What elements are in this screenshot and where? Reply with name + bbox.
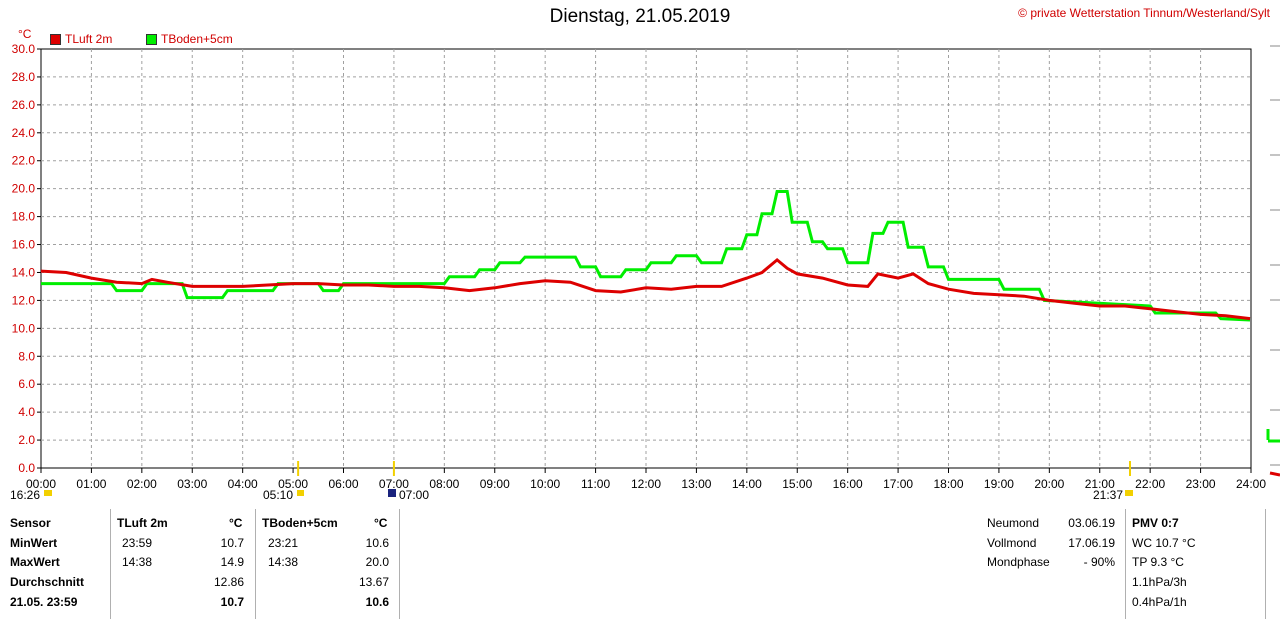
x-tick-label: 23:00 [1186,477,1216,491]
x-tick-label: 08:00 [429,477,459,491]
row-max-tluft-value: 14.9 [220,555,244,569]
y-tick-label: 6.0 [18,377,35,391]
x-tick-label: 02:00 [127,477,157,491]
moon-value-new: 03.06.19 [1068,516,1115,530]
x-tick-label: 24:00 [1236,477,1266,491]
legend-item-tboden: TBoden+5cm [146,32,233,46]
y-tick-label: 16.0 [12,238,36,252]
x-tick-label: 06:00 [328,477,358,491]
y-tick-label: 28.0 [12,70,36,84]
row-label-avg: Durchschnitt [10,575,85,589]
x-tick-label: 16:00 [833,477,863,491]
x-tick-label: 11:00 [581,477,610,491]
legend-label-tboden: TBoden+5cm [161,32,233,46]
row-current-tboden-value: 10.6 [365,595,389,609]
header-tboden: TBoden+5cm [262,516,338,530]
row-max-tboden-value: 20.0 [365,555,389,569]
moon-label-phase: Mondphase [987,555,1050,569]
y-tick-label: 2.0 [18,433,35,447]
event-moonrise-time: 05:10 [263,488,294,502]
moon-icon [297,490,304,496]
row-avg-tluft-value: 12.86 [213,575,244,589]
y-tick-label: 18.0 [12,210,36,224]
temperature-chart: 0.0 2.0 4.0 6.0 8.0 10.0 12.0 14.0 16.0 18.0 20.0 2… [12,42,1280,497]
header-sensor: Sensor [10,516,51,530]
y-axis-unit: °C [18,27,32,41]
pmv-title: PMV 0:7 [1132,516,1179,530]
x-tick-label: 01:00 [76,477,106,491]
y-tick-label: 22.0 [12,154,36,168]
x-tick-label: 03:00 [177,477,207,491]
row-max-tboden-time: 14:38 [268,555,299,569]
x-tick-label: 19:00 [984,477,1014,491]
row-max-tluft-time: 14:38 [122,555,153,569]
right-edge-tluft-mark [1269,471,1280,477]
x-tick-label: 09:00 [480,477,510,491]
x-tick-label: 04:00 [228,477,258,491]
row-label-max: MaxWert [10,555,60,569]
table-divider [399,509,400,619]
y-tick-label: 26.0 [12,98,36,112]
x-tick-label: 10:00 [530,477,560,491]
moon-value-full: 17.06.19 [1068,536,1115,550]
table-divider [1125,509,1126,619]
header-tluft-unit: °C [229,516,243,530]
chart-title: Dienstag, 21.05.2019 [549,6,731,27]
event-sunset-time: 21:37 [1093,488,1124,502]
row-min-tboden-time: 23:21 [268,536,299,550]
x-tick-label: 00:00 [26,477,56,491]
y-tick-label: 8.0 [18,349,35,363]
event-sunrise-time: 16:26 [10,488,41,502]
table-divider [1265,509,1266,619]
legend-item-tluft: TLuft 2m [50,32,112,46]
legend-swatch-tluft [50,33,61,45]
y-tick-label: 14.0 [12,265,36,279]
row-min-tluft-time: 23:59 [122,536,153,550]
pmv-windchill: WC 10.7 °C [1132,536,1196,550]
row-label-min: MinWert [10,536,58,550]
pmv-pressure-1h: 0.4hPa/1h [1132,595,1187,609]
y-tick-label: 0.0 [18,461,35,475]
series-line-tluft [40,257,1251,321]
y-tick-label: 4.0 [18,405,35,419]
x-tick-label: 12:00 [631,477,661,491]
x-tick-label: 05:00 [278,477,308,491]
pmv-pressure-3h: 1.1hPa/3h [1132,575,1187,589]
x-tick-label: 20:00 [1034,477,1064,491]
header-tluft: TLuft 2m [117,516,168,530]
x-tick-label: 13:00 [681,477,711,491]
sun-icon [44,490,52,496]
moon-label-full: Vollmond [987,536,1037,550]
x-tick-label: 14:00 [732,477,762,491]
row-avg-tboden-value: 13.67 [358,575,389,589]
dawn-icon [388,489,396,497]
table-divider [255,509,256,619]
y-tick-label: 20.0 [12,182,36,196]
x-tick-label: 18:00 [933,477,963,491]
row-min-tluft-value: 10.7 [220,536,244,550]
x-tick-label: 07:00 [379,477,409,491]
x-tick-label: 17:00 [883,477,913,491]
copyright-text: © private Wetterstation Tinnum/Westerlan… [1018,6,1270,20]
table-divider [110,509,111,619]
y-tick-label: 10.0 [12,321,36,335]
y-tick-label: 12.0 [12,293,36,307]
x-tick-label: 21:00 [1085,477,1115,491]
moon-value-phase: - 90% [1083,555,1115,569]
series-line-tboden [41,190,1251,322]
row-min-tboden-value: 10.6 [365,536,389,550]
y-tick-label: 30.0 [12,42,36,56]
event-dawn-time: 07:00 [399,488,430,502]
sunset-icon [1125,490,1133,496]
x-tick-label: 15:00 [782,477,812,491]
legend-label-tluft: TLuft 2m [65,32,113,46]
moon-label-new: Neumond [987,516,1040,530]
row-label-current: 21.05. 23:59 [10,595,78,609]
legend-swatch-tboden [146,33,157,45]
pmv-dewpoint: TP 9.3 °C [1132,555,1184,569]
y-tick-label: 24.0 [12,126,36,140]
x-tick-label: 22:00 [1135,477,1165,491]
header-tboden-unit: °C [374,516,388,530]
row-current-tluft-value: 10.7 [220,595,244,609]
